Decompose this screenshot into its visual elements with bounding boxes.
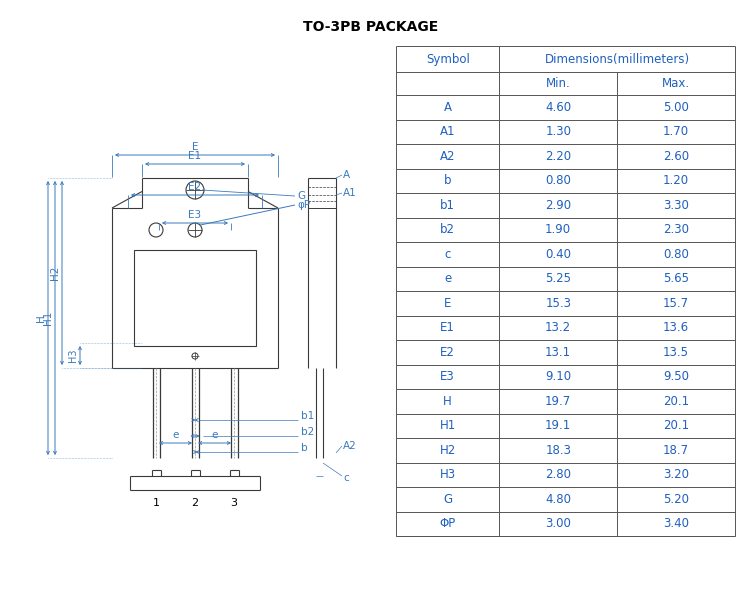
Text: b1: b1 xyxy=(301,411,315,421)
Text: E: E xyxy=(191,142,198,152)
Text: 2.20: 2.20 xyxy=(545,150,571,163)
Text: 3: 3 xyxy=(231,498,237,508)
Text: 4.80: 4.80 xyxy=(545,493,571,506)
Text: E: E xyxy=(444,297,451,310)
Text: 19.1: 19.1 xyxy=(545,419,571,432)
Text: 1.70: 1.70 xyxy=(663,125,689,138)
Text: e: e xyxy=(444,272,451,285)
Text: 18.3: 18.3 xyxy=(545,444,571,457)
Bar xyxy=(134,250,256,346)
Text: b1: b1 xyxy=(440,199,455,212)
Text: A2: A2 xyxy=(440,150,456,163)
Text: 5.20: 5.20 xyxy=(663,493,689,506)
Text: TO-3PB PACKAGE: TO-3PB PACKAGE xyxy=(303,20,439,34)
Text: 2.60: 2.60 xyxy=(663,150,689,163)
Text: b: b xyxy=(444,174,451,187)
Text: Min.: Min. xyxy=(546,77,571,90)
Text: b2: b2 xyxy=(301,427,315,437)
Text: 0.40: 0.40 xyxy=(545,248,571,261)
Text: 13.1: 13.1 xyxy=(545,346,571,359)
Text: 3.40: 3.40 xyxy=(663,517,689,530)
Text: 15.7: 15.7 xyxy=(663,297,689,310)
Text: 2: 2 xyxy=(191,498,199,508)
Text: E3: E3 xyxy=(440,370,455,383)
Text: E1: E1 xyxy=(440,321,455,334)
Text: 18.7: 18.7 xyxy=(663,444,689,457)
Text: A1: A1 xyxy=(343,188,357,198)
Text: 19.7: 19.7 xyxy=(545,395,571,408)
Text: A1: A1 xyxy=(440,125,456,138)
Text: A: A xyxy=(343,170,350,180)
Text: 4.60: 4.60 xyxy=(545,100,571,114)
Text: Max.: Max. xyxy=(662,77,690,90)
Text: 20.1: 20.1 xyxy=(663,419,689,432)
Text: E2: E2 xyxy=(188,182,202,192)
Text: 20.1: 20.1 xyxy=(663,395,689,408)
Text: 13.6: 13.6 xyxy=(663,321,689,334)
Text: Dimensions(millimeters): Dimensions(millimeters) xyxy=(545,53,690,66)
Text: 1: 1 xyxy=(153,498,160,508)
Text: 3.00: 3.00 xyxy=(545,517,571,530)
Text: H: H xyxy=(443,395,452,408)
Text: c: c xyxy=(343,473,349,483)
Text: 1.30: 1.30 xyxy=(545,125,571,138)
Text: 2.30: 2.30 xyxy=(663,223,689,236)
Text: 2.80: 2.80 xyxy=(545,468,571,481)
Text: 5.65: 5.65 xyxy=(663,272,689,285)
Text: 13.5: 13.5 xyxy=(663,346,689,359)
Text: A: A xyxy=(444,100,452,114)
Text: 1.20: 1.20 xyxy=(663,174,689,187)
Text: H: H xyxy=(36,314,46,322)
Text: Symbol: Symbol xyxy=(426,53,470,66)
Text: E2: E2 xyxy=(440,346,455,359)
Text: G: G xyxy=(297,191,305,201)
Text: ΦP: ΦP xyxy=(439,517,456,530)
Text: 9.50: 9.50 xyxy=(663,370,689,383)
Text: G: G xyxy=(443,493,453,506)
Text: b: b xyxy=(301,443,308,453)
Text: E3: E3 xyxy=(188,210,202,220)
Text: φP: φP xyxy=(297,200,310,210)
Text: H3: H3 xyxy=(439,468,456,481)
Text: c: c xyxy=(444,248,451,261)
Text: 0.80: 0.80 xyxy=(545,174,571,187)
Text: H3: H3 xyxy=(68,349,78,362)
Text: H1: H1 xyxy=(43,311,53,325)
Text: b2: b2 xyxy=(440,223,455,236)
Text: H2: H2 xyxy=(439,444,456,457)
Text: A2: A2 xyxy=(343,441,357,451)
Text: 3.30: 3.30 xyxy=(663,199,689,212)
Text: 13.2: 13.2 xyxy=(545,321,571,334)
Text: 9.10: 9.10 xyxy=(545,370,571,383)
Text: E1: E1 xyxy=(188,151,202,161)
Text: 3.20: 3.20 xyxy=(663,468,689,481)
Text: 1.90: 1.90 xyxy=(545,223,571,236)
Text: e: e xyxy=(172,430,179,440)
Text: 15.3: 15.3 xyxy=(545,297,571,310)
Text: e: e xyxy=(211,430,217,440)
Text: 5.00: 5.00 xyxy=(663,100,689,114)
Text: 0.80: 0.80 xyxy=(663,248,689,261)
Text: H1: H1 xyxy=(439,419,456,432)
Text: 5.25: 5.25 xyxy=(545,272,571,285)
Text: H2: H2 xyxy=(50,266,60,280)
Text: 2.90: 2.90 xyxy=(545,199,571,212)
